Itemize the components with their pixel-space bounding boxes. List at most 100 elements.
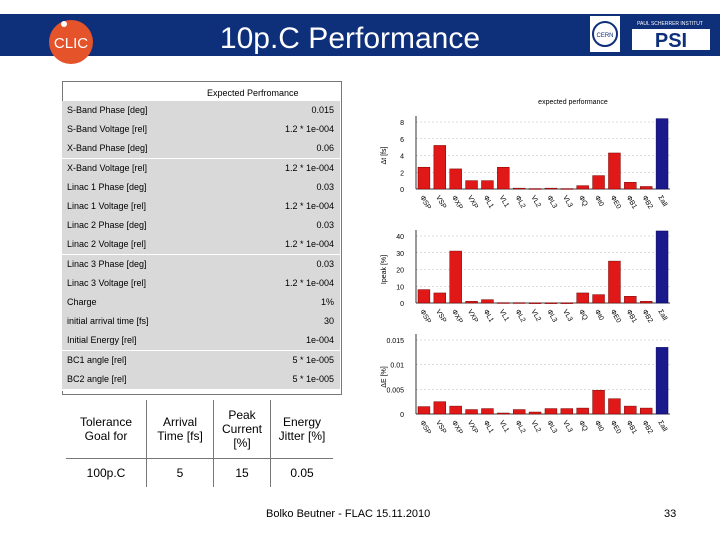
chart-category-label: Φt0 — [593, 420, 605, 433]
chart-category-label: VL2 — [529, 195, 541, 209]
chart-bar — [592, 294, 605, 304]
tolerance-header-cell: Tolerance Goal for — [66, 400, 147, 459]
chart-category-label: VL2 — [529, 420, 541, 434]
chart-category-label: ΦE0 — [609, 420, 622, 436]
chart-bar — [465, 409, 478, 415]
chart-bar — [592, 390, 605, 415]
chart-category-label: ΦXP — [450, 309, 464, 326]
chart-bar — [560, 408, 574, 415]
chart-bar — [512, 409, 526, 415]
tolerance-data-row: 100p.C 5 15 0.05 — [66, 458, 333, 487]
tolerance-data-cell: 0.05 — [290, 466, 314, 480]
chart-category-label: ΦXP — [450, 420, 464, 437]
param-value: 1% — [320, 297, 334, 307]
tolerance-header-cell: Energy Jitter [%] — [278, 415, 326, 443]
chart-bar — [497, 166, 510, 190]
chart-bar — [465, 301, 478, 304]
chart-category-label: Σall — [656, 309, 668, 323]
param-label: Linac 1 Voltage [rel] — [67, 201, 147, 211]
chart-bar — [560, 188, 574, 190]
param-label: S-Band Voltage [rel] — [67, 124, 148, 135]
param-label: Linac 1 Phase [deg] — [67, 181, 147, 192]
chart-category-label: Σall — [656, 420, 668, 434]
param-value: 1.2 * 1e-004 — [284, 239, 334, 250]
chart-bar — [497, 412, 510, 415]
param-label: X-Band Phase [deg] — [67, 143, 148, 154]
chart-bar — [528, 302, 542, 304]
psi-logo-subtext: PAUL SCHERRER INSTITUT — [637, 21, 703, 27]
chart-category-label: VL1 — [498, 420, 510, 434]
clic-logo-dot — [61, 21, 67, 27]
chart-category-label: VL3 — [561, 309, 573, 323]
param-label: Initial Energy [rel] — [67, 335, 137, 346]
param-value: 30 — [323, 316, 334, 327]
chart-y-tick-label: 40 — [396, 234, 404, 241]
cern-logo-ring — [592, 21, 618, 47]
param-value: 1.2 * 1e-004 — [284, 162, 334, 173]
tolerance-header-cell: Peak Current [%] — [213, 400, 271, 459]
param-label: Linac 3 Voltage [rel] — [67, 277, 147, 288]
chart-y-tick-label: 0 — [400, 187, 404, 194]
clic-logo-circle — [49, 20, 93, 64]
chart-category-label: VL1 — [498, 309, 510, 323]
param-label: X-Band Voltage [rel] — [67, 162, 148, 173]
chart-bar — [639, 407, 653, 415]
chart-title: expected performance — [538, 99, 608, 106]
chart-bar — [576, 407, 589, 415]
chart-y-tick-label: 10 — [396, 284, 404, 291]
chart-category-label: ΦL3 — [545, 309, 558, 324]
chart-bar — [512, 187, 526, 190]
chart-bar — [544, 187, 558, 190]
chart-bar — [608, 398, 621, 415]
chart-category-label: ΦQ — [577, 309, 589, 323]
chart-bar — [417, 166, 431, 190]
chart-y-label: Δt [fs] — [381, 146, 388, 164]
param-value: 1e-004 — [305, 335, 334, 346]
chart-category-label: ΦL1 — [482, 195, 495, 210]
chart-bar — [576, 292, 589, 304]
chart-bar — [465, 180, 478, 190]
chart-y-tick-label: 0.015 — [386, 338, 404, 345]
chart-category-label: ΦSP — [418, 195, 432, 212]
chart-bar — [417, 406, 431, 415]
chart-bar — [544, 302, 558, 304]
param-value: 5 * 1e-005 — [292, 373, 334, 384]
param-label: S-Band Phase [deg] — [67, 105, 148, 115]
chart-category-label: ΦSP — [418, 309, 432, 326]
param-value: 0.015 — [311, 105, 334, 115]
param-value: 0.03 — [316, 258, 334, 269]
chart-y-tick-label: 0.01 — [390, 363, 404, 370]
param-label: Linac 3 Phase [deg] — [67, 258, 147, 269]
chart-category-label: ΦL1 — [482, 420, 495, 435]
chart-category-label: ΦQ — [577, 195, 589, 209]
chart-bar — [433, 401, 447, 415]
param-value: 1.2 * 1e-004 — [284, 124, 334, 135]
chart-category-label: ΦSP — [418, 420, 432, 437]
chart-category-label: ΦB1 — [625, 309, 638, 325]
chart-bar — [481, 299, 494, 304]
chart-bar — [433, 292, 447, 304]
chart-category-label: VXP — [466, 195, 479, 211]
chart-category-label: VXP — [466, 309, 479, 325]
param-label: Linac 2 Voltage [rel] — [67, 239, 147, 250]
param-label: BC2 angle [rel] — [67, 373, 127, 384]
chart-bar-total — [655, 347, 669, 415]
chart-bar — [624, 182, 637, 190]
chart-category-label: ΦL2 — [514, 420, 527, 435]
param-value: 0.03 — [316, 181, 334, 192]
chart-category-label: ΦL1 — [482, 309, 495, 324]
chart-bar — [560, 302, 574, 304]
chart-bar — [624, 296, 637, 304]
chart-bar — [449, 168, 462, 190]
chart-category-label: ΦB2 — [641, 309, 654, 325]
chart-category-label: ΦXP — [450, 195, 464, 212]
tolerance-data-cell: 5 — [146, 458, 214, 487]
chart-category-label: ΦE0 — [609, 195, 622, 211]
chart-category-label: ΦL2 — [514, 309, 527, 324]
chart-category-label: VXP — [466, 420, 479, 436]
param-value: 5 * 1e-005 — [292, 354, 334, 365]
param-label: Linac 2 Phase [deg] — [67, 220, 147, 231]
chart-bar — [624, 405, 637, 415]
chart-bar — [417, 289, 431, 304]
param-value: 0.06 — [316, 143, 334, 154]
